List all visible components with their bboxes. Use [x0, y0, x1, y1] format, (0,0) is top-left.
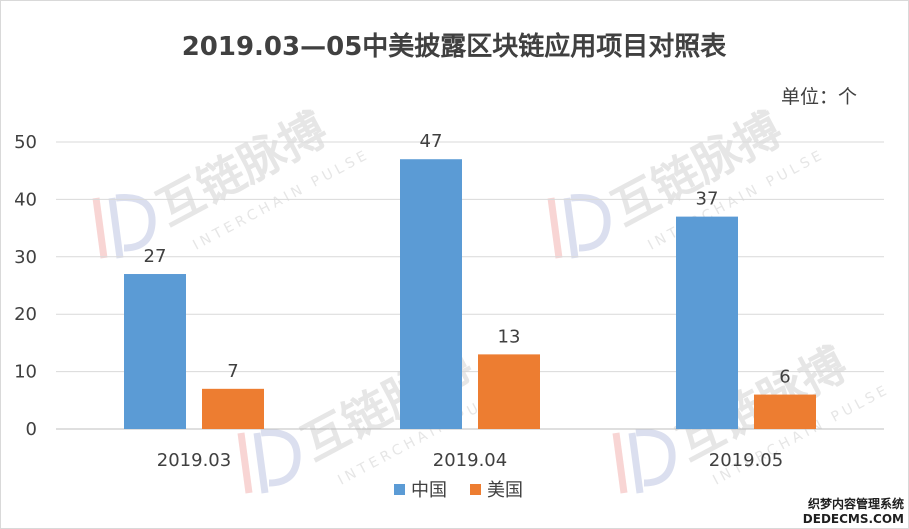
bar [754, 394, 816, 429]
data-label: 27 [144, 246, 167, 267]
y-tick-label: 0 [26, 419, 37, 440]
bar [478, 354, 540, 429]
x-tick-label: 2019.04 [433, 450, 507, 471]
y-tick-label: 30 [14, 247, 37, 268]
legend-swatch [394, 484, 405, 495]
legend-swatch [470, 484, 481, 495]
data-label: 37 [696, 189, 719, 210]
site-mark-line2: DEDECMS.COM [803, 512, 904, 526]
y-tick-label: 50 [14, 132, 37, 153]
x-axis-categories: 2019.03 2019.04 2019.05 [157, 450, 783, 471]
x-tick-label: 2019.03 [157, 450, 231, 471]
unit-label: 单位：个 [781, 86, 857, 108]
y-tick-label: 40 [14, 189, 37, 210]
legend-item: 美国 [470, 480, 523, 501]
watermark-logo-icon [237, 429, 301, 494]
gridlines [56, 141, 884, 430]
bar [676, 216, 738, 429]
watermark-logo-icon [92, 194, 156, 259]
bar [124, 274, 186, 429]
x-tick-label: 2019.05 [709, 450, 783, 471]
y-tick-label: 10 [14, 362, 37, 383]
watermark-logo-icon [612, 429, 676, 494]
watermark-logo-icon [547, 194, 611, 259]
legend: 中国 美国 [394, 480, 523, 501]
site-watermark: 织梦内容管理系统 DEDECMS.COM [803, 496, 904, 526]
data-label: 7 [227, 361, 238, 382]
data-labels: 27 7 47 13 37 6 [144, 131, 791, 387]
legend-label: 美国 [487, 480, 523, 501]
y-tick-label: 20 [14, 304, 37, 325]
data-label: 13 [498, 326, 521, 347]
bar [202, 388, 264, 429]
bar [400, 159, 462, 429]
data-label: 47 [420, 131, 443, 152]
y-axis-ticks: 0 10 20 30 40 50 [14, 132, 37, 440]
bars [124, 159, 816, 429]
chart-title: 2019.03—05中美披露区块链应用项目对照表 [182, 31, 728, 62]
site-mark-line1: 织梦内容管理系统 [808, 496, 904, 511]
legend-label: 中国 [411, 480, 447, 501]
data-label: 6 [779, 367, 790, 388]
legend-item: 中国 [394, 480, 447, 501]
